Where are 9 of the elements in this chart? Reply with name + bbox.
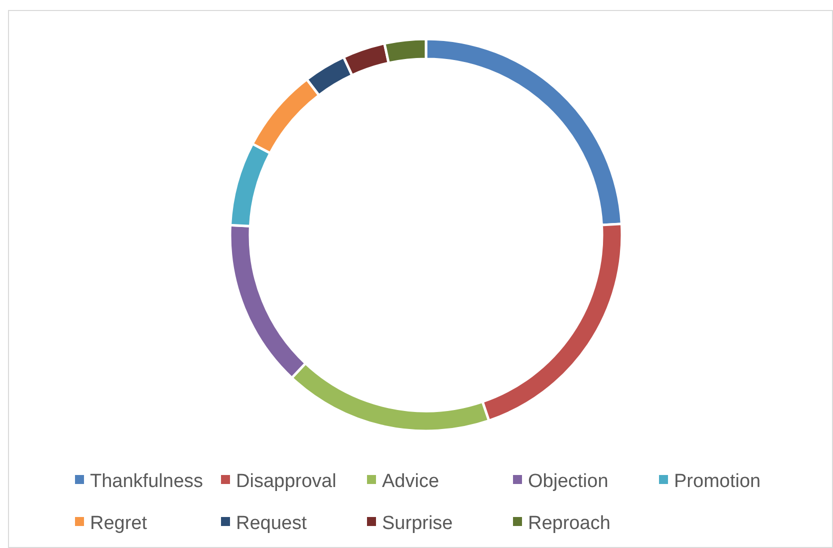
legend-label: Promotion [674,471,761,492]
legend-label: Request [236,513,308,534]
legend-label: Reproach [528,513,610,534]
legend-label: Disapproval [236,471,336,492]
legend-label: Thankfulness [90,471,204,492]
legend-label: Objection [528,471,608,492]
legend-label: Advice [382,471,440,492]
legend-label: Regret [90,513,148,534]
legend-label: Surprise [382,513,453,534]
